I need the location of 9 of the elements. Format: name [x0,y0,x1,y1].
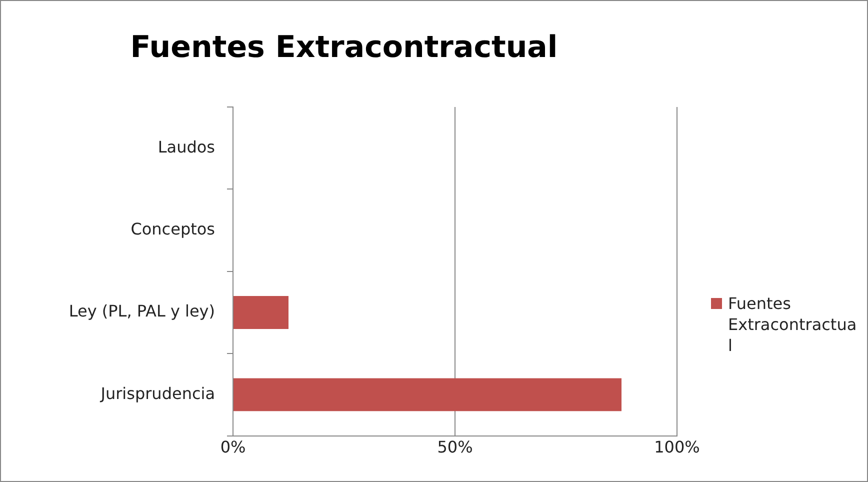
x-tick-label: 50% [437,438,473,457]
y-tick-label: Jurisprudencia [100,384,215,403]
y-tick-label: Ley (PL, PAL y ley) [68,302,215,321]
legend-label: Fuentes Extracontractual [728,293,858,356]
chart-title: Fuentes Extracontractual [130,30,558,65]
x-tick-label: 100% [654,438,700,457]
y-tick-label: Conceptos [130,219,215,238]
x-tick-label: 0% [220,438,246,457]
y-tick-label: Laudos [158,137,215,156]
